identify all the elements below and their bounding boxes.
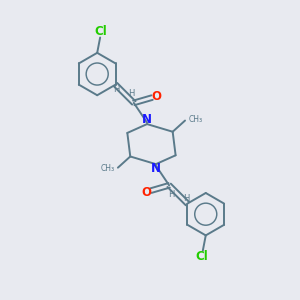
Text: H: H (128, 89, 135, 98)
Text: CH₃: CH₃ (189, 115, 203, 124)
Text: N: N (142, 113, 152, 127)
Text: O: O (151, 90, 161, 103)
Text: O: O (142, 186, 152, 199)
Text: H: H (168, 190, 175, 199)
Text: N: N (151, 162, 161, 175)
Text: Cl: Cl (196, 250, 208, 263)
Text: Cl: Cl (94, 25, 107, 38)
Text: CH₃: CH₃ (100, 164, 114, 173)
Text: H: H (113, 85, 120, 94)
Text: H: H (183, 194, 189, 203)
